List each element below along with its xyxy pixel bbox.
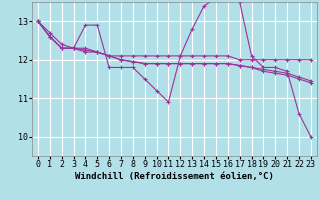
X-axis label: Windchill (Refroidissement éolien,°C): Windchill (Refroidissement éolien,°C) (75, 172, 274, 181)
